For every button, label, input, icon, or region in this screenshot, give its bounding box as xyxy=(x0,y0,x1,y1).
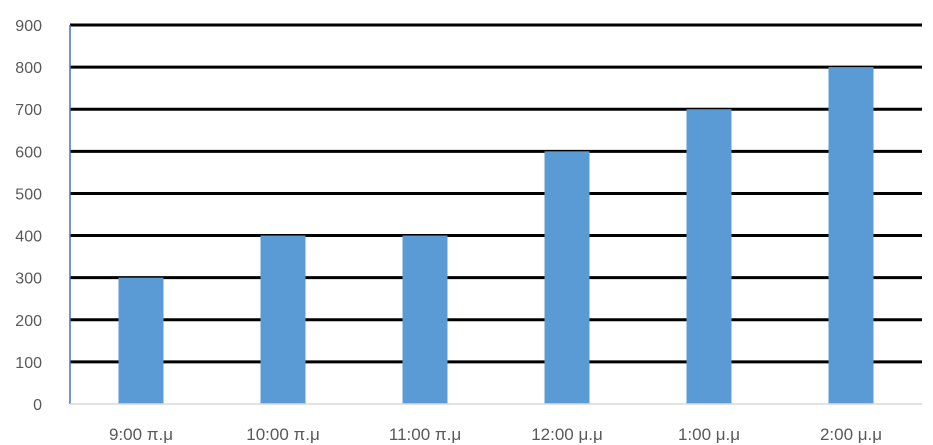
x-tick-label: 1:00 μ.μ xyxy=(678,425,740,444)
y-tick-label: 100 xyxy=(15,355,42,372)
bar xyxy=(828,67,874,404)
x-tick-label: 2:00 μ.μ xyxy=(820,425,882,444)
y-tick-label: 300 xyxy=(15,271,42,288)
y-tick-label: 0 xyxy=(33,397,42,414)
bar xyxy=(544,151,590,404)
y-tick-labels: 0 100 200 300 400 500 600 700 800 900 xyxy=(15,18,42,414)
x-tick-label: 12:00 μ.μ xyxy=(531,425,603,444)
x-tick-label: 10:00 π.μ xyxy=(246,425,320,444)
bar xyxy=(260,235,306,404)
bar xyxy=(402,235,448,404)
gridlines xyxy=(70,23,922,364)
y-tick-label: 200 xyxy=(15,313,42,330)
y-tick-label: 900 xyxy=(15,18,42,35)
y-tick-label: 700 xyxy=(15,102,42,119)
x-tick-labels: 9:00 π.μ 10:00 π.μ 11:00 π.μ 12:00 μ.μ 1:00 … xyxy=(109,425,882,444)
bars xyxy=(118,67,874,404)
axes xyxy=(69,25,922,405)
y-tick-label: 600 xyxy=(15,144,42,161)
y-tick-label: 400 xyxy=(15,229,42,246)
x-tick-label: 11:00 π.μ xyxy=(389,425,461,444)
bar xyxy=(686,109,732,404)
bar xyxy=(118,277,164,404)
y-tick-label: 500 xyxy=(15,186,42,203)
y-tick-label: 800 xyxy=(15,60,42,77)
x-tick-label: 9:00 π.μ xyxy=(109,425,173,444)
